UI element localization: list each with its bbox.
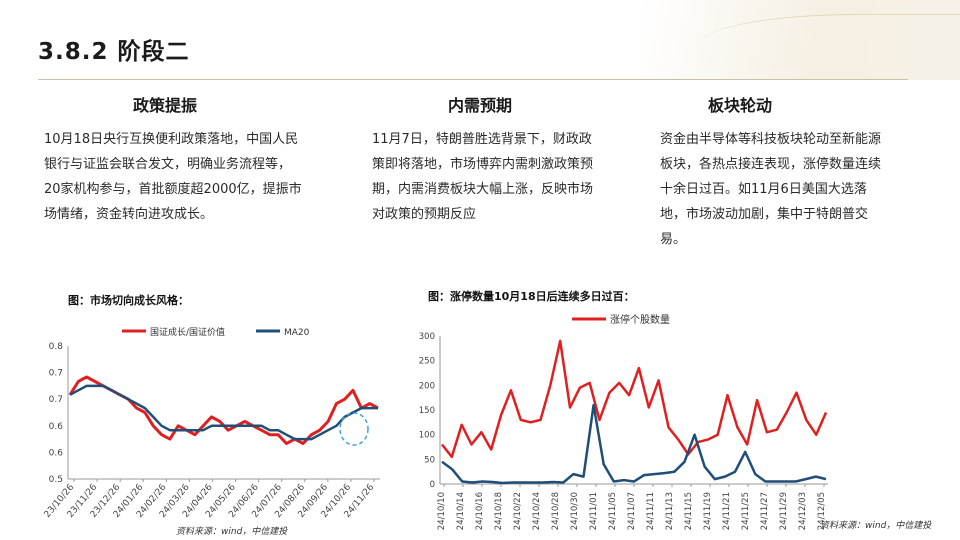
legend-label-growth: 国证成长/国证价值 [150,326,225,338]
y-tick-label: 0.7 [49,395,63,405]
series-line-secondary [441,403,827,485]
x-tick-label: 24/11/27 [760,492,770,530]
growth-value-chart: 国证成长/国证价值 MA20 0.50.60.60.70.70.823/10/2… [43,326,380,520]
page-title: 3.8.2 阶段二 [38,39,190,65]
x-tick-label: 24/11/11 [646,492,656,530]
x-tick-label: 24/11/01 [589,492,599,530]
source-note-1: 资料来源：wind，中信建投 [176,527,288,537]
y-tick-label: 0.6 [49,422,64,432]
column-heading-rotation: 板块轮动 [707,96,772,115]
legend-label-limitup: 涨停个股数量 [610,313,670,326]
y-tick-label: 50 [424,455,435,465]
x-tick-label: 24/11/25 [741,492,751,530]
y-tick-label: 150 [419,406,435,416]
figure1-title: 图：市场切向成长风格： [68,294,189,307]
y-tick-label: 0.8 [49,342,64,352]
source-note-2: 资料来源：wind，中信建投 [820,521,932,531]
x-tick-label: 24/11/07 [627,492,637,530]
y-tick-label: 0.5 [49,475,63,485]
x-tick-label: 24/11/21 [722,492,732,530]
series-line-primary [68,375,379,445]
series-line-secondary [69,384,378,441]
x-tick-label: 24/12/03 [798,492,808,530]
limit-up-count-chart: 涨停个股数量 0 50 100 150 200 250 300 24/10/10 24/10/1… [419,313,828,530]
x-tick-label: 24/10/24 [532,492,542,530]
legend-label-ma20: MA20 [284,328,310,338]
title-divider [38,79,908,80]
y-tick-label: 0 [430,480,435,490]
column-text-demand: 11月7日，特朗普胜选背景下，财政政策即将落地，市场博弈内需刺激政策预期，内需消… [372,132,594,222]
x-tick-label: 24/11/15 [684,492,694,530]
y-tick-label: 200 [419,381,435,391]
x-tick-label: 24/12/05 [817,492,827,530]
x-tick-label: 24/11/13 [665,492,675,530]
series-line-primary [441,339,828,459]
y-tick-label: 300 [419,332,435,342]
x-tick-label: 24/10/30 [570,492,580,530]
figure2-title: 图：涨停数量10月18日后连续多日过百： [428,290,635,303]
column-text-policy: 10月18日央行互换便利政策落地，中国人民银行与证监会联合发文，明确业务流程等，… [44,132,302,222]
y-tick-label: 250 [419,357,435,367]
x-tick-label: 24/10/22 [513,492,523,530]
y-tick-label: 0.7 [49,369,63,379]
x-tick-label: 24/10/10 [437,492,447,530]
highlight-circle [339,412,369,446]
x-tick-label: 24/10/16 [475,492,485,530]
y-tick-label: 100 [419,431,435,441]
y-tick-label: 0.6 [49,448,64,458]
x-tick-label: 24/11/29 [779,492,789,530]
column-heading-policy: 政策提振 [132,96,197,115]
column-text-rotation: 资金由半导体等科技板块轮动至新能源板块，各热点接连表现，涨停数量连续十余日过百。… [660,132,882,247]
x-tick-label: 24/10/18 [494,492,504,530]
header-decoration-line [700,14,960,65]
chart2-legend: 涨停个股数量 [572,313,670,326]
x-tick-label: 24/10/14 [456,492,466,530]
column-heading-demand: 内需预期 [447,96,512,115]
x-tick-label: 24/11/05 [608,492,618,530]
x-tick-label: 24/11/19 [703,492,713,530]
x-tick-label: 24/10/28 [551,492,561,530]
chart1-legend: 国证成长/国证价值 MA20 [122,326,310,338]
